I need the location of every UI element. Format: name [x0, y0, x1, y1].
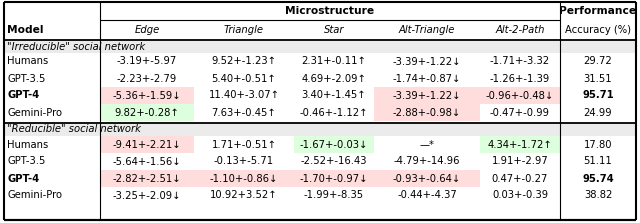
Text: 24.99: 24.99 — [584, 107, 612, 118]
Text: Humans: Humans — [7, 56, 48, 66]
Bar — [100, 87, 194, 104]
Text: Gemini-Pro: Gemini-Pro — [7, 190, 62, 200]
Text: -3.25+-2.09↓: -3.25+-2.09↓ — [113, 190, 181, 200]
Bar — [100, 136, 194, 153]
Text: 31.51: 31.51 — [584, 74, 612, 83]
Text: 10.92+3.52↑: 10.92+3.52↑ — [210, 190, 278, 200]
Text: Microstructure: Microstructure — [285, 6, 374, 16]
Text: -2.82+-2.51↓: -2.82+-2.51↓ — [113, 173, 181, 184]
Bar — [194, 170, 294, 187]
Text: Gemini-Pro: Gemini-Pro — [7, 107, 62, 118]
Text: 4.69+-2.09↑: 4.69+-2.09↑ — [301, 74, 367, 83]
Text: 0.03+-0.39: 0.03+-0.39 — [492, 190, 548, 200]
Text: Star: Star — [324, 25, 344, 35]
Bar — [4, 40, 636, 53]
Bar — [100, 170, 194, 187]
Bar — [480, 87, 560, 104]
Text: 5.40+-0.51↑: 5.40+-0.51↑ — [212, 74, 276, 83]
Text: Triangle: Triangle — [224, 25, 264, 35]
Text: -3.19+-5.97: -3.19+-5.97 — [117, 56, 177, 66]
Text: -1.70+-0.97↓: -1.70+-0.97↓ — [300, 173, 368, 184]
Text: GPT-3.5: GPT-3.5 — [7, 157, 45, 167]
Text: 7.63+-0.45↑: 7.63+-0.45↑ — [212, 107, 276, 118]
Text: Humans: Humans — [7, 140, 48, 149]
Text: -2.23+-2.79: -2.23+-2.79 — [117, 74, 177, 83]
Text: GPT-4: GPT-4 — [7, 91, 39, 101]
Text: -0.96+-0.48↓: -0.96+-0.48↓ — [486, 91, 554, 101]
Text: 3.40+-1.45↑: 3.40+-1.45↑ — [301, 91, 366, 101]
Text: -0.93+-0.64↓: -0.93+-0.64↓ — [393, 173, 461, 184]
Bar — [374, 170, 480, 187]
Text: —*: —* — [419, 140, 435, 149]
Text: Performance: Performance — [559, 6, 637, 16]
Bar — [480, 136, 560, 153]
Text: -5.64+-1.56↓: -5.64+-1.56↓ — [113, 157, 181, 167]
Bar — [294, 170, 374, 187]
Text: 51.11: 51.11 — [584, 157, 612, 167]
Bar — [100, 104, 194, 121]
Text: 29.72: 29.72 — [584, 56, 612, 66]
Text: -4.79+-14.96: -4.79+-14.96 — [394, 157, 460, 167]
Text: 4.34+-1.72↑: 4.34+-1.72↑ — [488, 140, 552, 149]
Text: Accuracy (%): Accuracy (%) — [565, 25, 631, 35]
Text: -1.67+-0.03↓: -1.67+-0.03↓ — [300, 140, 368, 149]
Text: 38.82: 38.82 — [584, 190, 612, 200]
Text: -2.88+-0.98↓: -2.88+-0.98↓ — [393, 107, 461, 118]
Text: 95.74: 95.74 — [582, 173, 614, 184]
Text: -0.46+-1.12↑: -0.46+-1.12↑ — [300, 107, 368, 118]
Text: 17.80: 17.80 — [584, 140, 612, 149]
Text: GPT-3.5: GPT-3.5 — [7, 74, 45, 83]
Text: Alt-2-Path: Alt-2-Path — [495, 25, 545, 35]
Text: -0.44+-4.37: -0.44+-4.37 — [397, 190, 457, 200]
Text: -3.39+-1.22↓: -3.39+-1.22↓ — [393, 91, 461, 101]
Text: 1.91+-2.97: 1.91+-2.97 — [492, 157, 548, 167]
Text: -0.47+-0.99: -0.47+-0.99 — [490, 107, 550, 118]
Text: GPT-4: GPT-4 — [7, 173, 39, 184]
Text: -2.52+-16.43: -2.52+-16.43 — [301, 157, 367, 167]
Bar — [4, 123, 636, 136]
Text: 9.52+-1.23↑: 9.52+-1.23↑ — [211, 56, 276, 66]
Text: -1.99+-8.35: -1.99+-8.35 — [304, 190, 364, 200]
Text: 1.71+-0.51↑: 1.71+-0.51↑ — [211, 140, 276, 149]
Bar — [374, 104, 480, 121]
Bar — [374, 87, 480, 104]
Text: -3.39+-1.22↓: -3.39+-1.22↓ — [393, 56, 461, 66]
Text: -0.13+-5.71: -0.13+-5.71 — [214, 157, 274, 167]
Text: -9.41+-2.21↓: -9.41+-2.21↓ — [113, 140, 181, 149]
Text: 2.31+-0.11↑: 2.31+-0.11↑ — [301, 56, 367, 66]
Text: "Reducible" social network: "Reducible" social network — [7, 124, 141, 134]
Text: Model: Model — [7, 25, 44, 35]
Text: Alt-Triangle: Alt-Triangle — [399, 25, 455, 35]
Text: Edge: Edge — [134, 25, 159, 35]
Text: -1.74+-0.87↓: -1.74+-0.87↓ — [393, 74, 461, 83]
Text: "Irreducible" social network: "Irreducible" social network — [7, 41, 145, 52]
Text: 11.40+-3.07↑: 11.40+-3.07↑ — [209, 91, 280, 101]
Text: -1.71+-3.32: -1.71+-3.32 — [490, 56, 550, 66]
Bar — [294, 136, 374, 153]
Text: 95.71: 95.71 — [582, 91, 614, 101]
Text: 0.47+-0.27: 0.47+-0.27 — [492, 173, 548, 184]
Text: 9.82+-0.28↑: 9.82+-0.28↑ — [115, 107, 179, 118]
Text: -1.10+-0.86↓: -1.10+-0.86↓ — [210, 173, 278, 184]
Text: -1.26+-1.39: -1.26+-1.39 — [490, 74, 550, 83]
Text: -5.36+-1.59↓: -5.36+-1.59↓ — [113, 91, 181, 101]
